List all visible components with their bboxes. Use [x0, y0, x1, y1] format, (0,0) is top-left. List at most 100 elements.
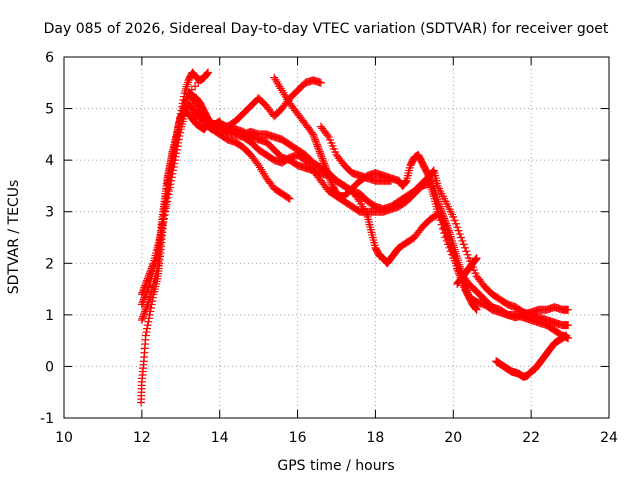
data-point [354, 195, 363, 204]
data-point [160, 206, 169, 215]
data-point [284, 193, 293, 202]
data-point [154, 245, 163, 254]
data-point [143, 285, 152, 294]
y-axis-label: SDTVAR / TECUs [6, 180, 22, 295]
data-point [318, 154, 327, 163]
data-point [196, 109, 205, 118]
data-point [436, 205, 445, 214]
data-point [195, 108, 204, 117]
data-point [444, 226, 453, 235]
x-tick-label: 20 [444, 430, 462, 446]
data-point [463, 250, 472, 259]
data-point [401, 178, 410, 187]
data-point [472, 305, 481, 314]
data-point [471, 254, 480, 263]
series-day-5 [270, 73, 481, 314]
series-day-7 [316, 122, 395, 185]
plot-frame [63, 56, 610, 419]
data-point [314, 144, 323, 153]
data-point [440, 214, 449, 223]
data-point [441, 218, 450, 227]
data-point [176, 114, 185, 123]
data-point [323, 131, 332, 140]
data-point [198, 114, 207, 123]
data-point [426, 175, 435, 184]
data-point [169, 152, 178, 161]
data-point [442, 221, 451, 230]
data-point [427, 177, 436, 186]
data-point [460, 243, 469, 252]
data-point [144, 281, 153, 290]
y-tick-label: 0 [45, 359, 54, 375]
data-point [442, 219, 451, 228]
data-point [435, 202, 444, 211]
data-point [194, 106, 203, 115]
data-point [137, 316, 146, 325]
data-point [321, 163, 330, 172]
data-point [169, 156, 177, 165]
data-markers [137, 68, 573, 407]
data-point [440, 216, 449, 225]
data-point [197, 113, 206, 122]
data-point [158, 219, 167, 228]
data-point [170, 149, 179, 158]
data-point [177, 106, 186, 115]
data-point [436, 204, 445, 213]
data-point [141, 307, 150, 316]
data-point [322, 164, 331, 173]
series-day-6 [215, 76, 325, 134]
data-point [326, 176, 335, 185]
data-point [193, 102, 202, 111]
y-tick-label: 5 [45, 102, 54, 118]
y-tick-label: 4 [45, 153, 54, 169]
data-point [198, 116, 207, 125]
data-point [179, 95, 188, 104]
data-point [156, 235, 165, 244]
data-point [144, 317, 153, 326]
data-point [143, 321, 152, 330]
data-point [141, 305, 150, 314]
data-point [435, 200, 444, 209]
data-point [157, 224, 166, 233]
data-point [174, 126, 183, 135]
x-axis-label: GPS time / hours [277, 458, 394, 474]
data-point [455, 230, 464, 239]
data-point [142, 328, 151, 337]
x-tick-label: 10 [55, 430, 73, 446]
data-point [154, 242, 163, 251]
data-point [139, 295, 148, 304]
data-point [166, 180, 175, 189]
data-point [172, 138, 181, 147]
data-point [167, 166, 176, 175]
data-point [141, 331, 150, 340]
y-tick-label: 1 [45, 308, 54, 324]
series-day-8 [453, 254, 481, 288]
data-point [140, 309, 149, 318]
data-point [320, 159, 329, 168]
data-point [453, 223, 462, 232]
data-point [202, 70, 211, 79]
data-point [471, 303, 480, 312]
data-point [155, 238, 164, 247]
chart-title: Day 085 of 2026, Sidereal Day-to-day VTE… [44, 21, 609, 37]
data-point [140, 293, 149, 302]
data-point [156, 231, 165, 240]
data-point [314, 145, 323, 154]
data-point [564, 305, 573, 314]
data-point [326, 175, 335, 184]
data-point [307, 128, 316, 137]
data-point [163, 197, 172, 206]
data-point [450, 216, 459, 225]
data-point [183, 80, 192, 89]
data-point [454, 226, 463, 235]
data-point [449, 212, 458, 221]
data-point [142, 288, 151, 297]
data-point [162, 193, 171, 202]
data-point [165, 176, 174, 185]
data-point [564, 321, 573, 330]
data-point [471, 304, 480, 313]
data-point [192, 99, 201, 108]
data-point [309, 130, 318, 139]
data-point [172, 135, 181, 144]
